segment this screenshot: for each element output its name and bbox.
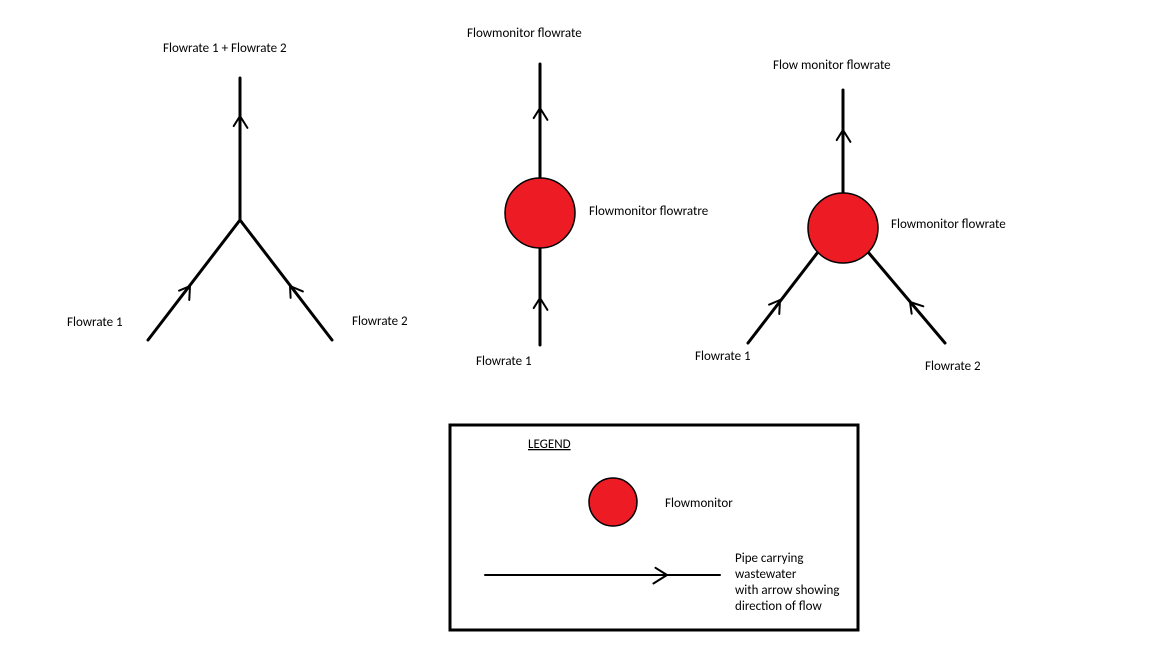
- svg-text:Flowmonitor flowrate: Flowmonitor flowrate: [467, 26, 582, 41]
- svg-text:with arrow showing: with arrow showing: [735, 583, 839, 598]
- svg-text:Flowrate 2: Flowrate 2: [925, 359, 981, 374]
- svg-text:Flowrate 1 + Flowrate 2: Flowrate 1 + Flowrate 2: [163, 41, 287, 56]
- svg-text:LEGEND: LEGEND: [528, 437, 571, 452]
- svg-text:Flowrate 2: Flowrate 2: [352, 314, 408, 329]
- svg-text:Flowmonitor: Flowmonitor: [665, 496, 733, 511]
- flow-diagram: Flowrate 1 + Flowrate 2 Flowrate 1 Flowrat…: [0, 0, 1152, 648]
- svg-text:Flowrate 1: Flowrate 1: [695, 349, 751, 364]
- svg-text:Flowmonitor flowrate: Flowmonitor flowrate: [891, 217, 1006, 232]
- svg-text:Pipe carrying: Pipe carrying: [735, 551, 804, 566]
- svg-text:Flowmonitor flowratre: Flowmonitor flowratre: [589, 204, 708, 219]
- svg-text:Flowrate 1: Flowrate 1: [67, 315, 123, 330]
- svg-text:Flowrate 1: Flowrate 1: [476, 354, 532, 369]
- svg-text:direction of flow: direction of flow: [735, 599, 822, 614]
- svg-text:Flow monitor flowrate: Flow monitor flowrate: [773, 58, 891, 73]
- svg-text:wastewater: wastewater: [735, 567, 797, 582]
